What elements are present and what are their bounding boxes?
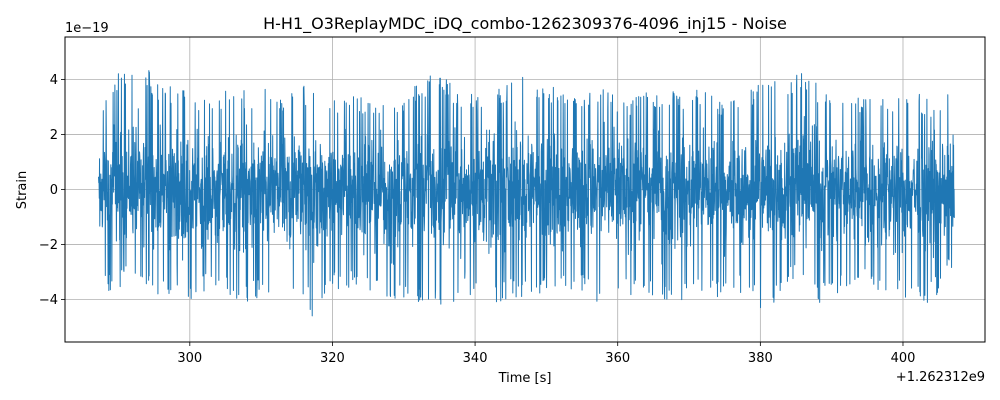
- x-tick-label: 320: [320, 351, 345, 366]
- strain-series: [98, 70, 955, 317]
- y-tick-label: 0: [50, 183, 58, 198]
- y-axis-label: Strain: [15, 171, 30, 210]
- y-tick-label: −2: [39, 238, 58, 253]
- strain-noise-line: [98, 70, 955, 317]
- y-axis-multiplier-text: 1e−19: [65, 21, 109, 36]
- x-tick-label: 360: [605, 351, 630, 366]
- chart-title: H-H1_O3ReplayMDC_iDQ_combo-1262309376-40…: [263, 14, 787, 34]
- axis-ticks: 300 320 340 360 380 400 −4 −2 0 2 4: [39, 73, 916, 366]
- y-tick-label: −4: [39, 293, 58, 308]
- x-tick-label: 400: [891, 351, 916, 366]
- x-axis-label: Time [s]: [498, 371, 552, 386]
- y-tick-label: 4: [50, 73, 58, 88]
- x-axis-offset-text: +1.262312e9: [896, 370, 985, 385]
- y-tick-label: 2: [50, 128, 58, 143]
- x-tick-label: 340: [463, 351, 488, 366]
- x-tick-label: 380: [748, 351, 773, 366]
- x-tick-label: 300: [177, 351, 202, 366]
